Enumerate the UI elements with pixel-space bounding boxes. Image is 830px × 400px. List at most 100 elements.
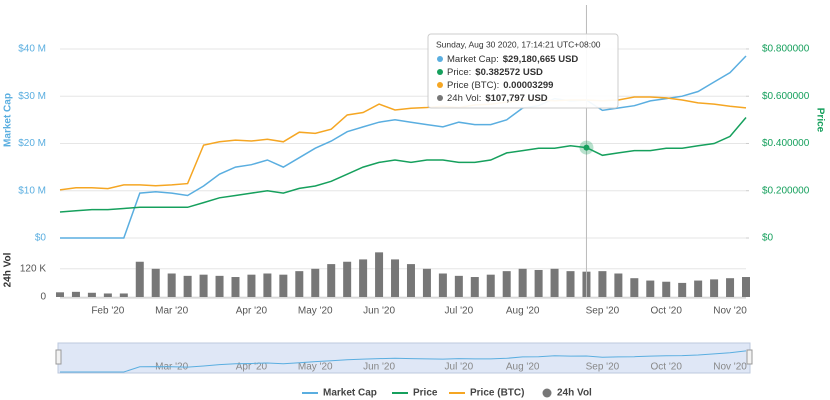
- volume-bar: [56, 292, 64, 297]
- volume-bar: [359, 259, 368, 297]
- volume-bar: [694, 280, 703, 297]
- volume-bar: [135, 261, 144, 297]
- volume-bar: [726, 278, 735, 297]
- tooltip-label: 24h Vol: $107,797 USD: [447, 93, 548, 104]
- y-tick-label: $10 M: [18, 185, 46, 196]
- x-tick-label: Feb '20: [91, 306, 124, 317]
- x-tick-label: Nov '20: [713, 306, 747, 317]
- y-tick-label: $0: [35, 233, 47, 244]
- tooltip-item-value: $107,797 USD: [485, 93, 547, 104]
- tooltip-item-label: Market Cap:: [447, 54, 499, 65]
- x-tick-label: Jul '20: [445, 306, 474, 317]
- tooltip-label: Price: $0.382572 USD: [447, 67, 543, 78]
- tooltip: Sunday, Aug 30 2020, 17:14:21 UTC+08:00 M…: [427, 33, 619, 109]
- volume-bar: [470, 277, 479, 297]
- tooltip-item-label: 24h Vol:: [447, 93, 481, 104]
- volume-bar: [279, 274, 288, 297]
- volume-bar: [678, 282, 687, 297]
- y2-tick-label: $0.600000: [762, 91, 810, 102]
- volume-bar: [119, 293, 128, 297]
- legend-label[interactable]: Price (BTC): [470, 388, 524, 399]
- volume-bar: [598, 271, 607, 297]
- y2-tick-label: $0.200000: [762, 185, 810, 196]
- tooltip-item-label: Price:: [447, 67, 471, 78]
- tooltip-item-value: $0.382572 USD: [475, 67, 543, 78]
- tooltip-label: Market Cap: $29,180,665 USD: [447, 54, 578, 65]
- x-tick-label: Sep '20: [586, 306, 620, 317]
- tooltip-dot: [437, 82, 443, 88]
- y2-axis-title: Price: [814, 108, 825, 133]
- volume-bar: [199, 274, 208, 297]
- volume-bar: [406, 264, 415, 297]
- y2-tick-label: $0.400000: [762, 138, 810, 149]
- volume-bar: [422, 268, 431, 297]
- volume-bar: [151, 268, 160, 297]
- volume-bar: [103, 293, 112, 297]
- volume-bar: [311, 268, 320, 297]
- x-tick-label: Mar '20: [155, 306, 188, 317]
- navigator-label: Oct '20: [651, 362, 683, 373]
- volume-bar: [614, 273, 623, 297]
- volume-bar: [534, 269, 543, 297]
- tooltip-dot: [437, 95, 443, 101]
- volume-bar: [710, 279, 719, 297]
- y-axis-title: Market Cap: [3, 93, 14, 147]
- volume-bar: [630, 278, 639, 297]
- vol-tick-label: 0: [40, 292, 46, 303]
- y-tick-label: $40 M: [18, 44, 46, 55]
- legend-symbol: [542, 388, 552, 398]
- legend-label[interactable]: Price: [413, 388, 438, 399]
- volume-bar: [662, 281, 671, 297]
- series-line: [59, 96, 747, 191]
- y-tick-label: $20 M: [18, 138, 46, 149]
- volume-bar: [566, 271, 575, 297]
- volume-bar: [646, 280, 655, 297]
- volume-bar: [87, 292, 96, 297]
- navigator-label: Jul '20: [445, 362, 474, 373]
- legend: Market Cap Price Price (BTC) 24h Vol: [302, 388, 592, 399]
- navigator-line: [60, 350, 747, 373]
- volume-bar: [486, 274, 495, 297]
- volume-bar: [263, 273, 272, 297]
- tooltip-date: Sunday, Aug 30 2020, 17:14:21 UTC+08:00: [436, 39, 601, 49]
- tooltip-label: Price (BTC): 0.00003299: [447, 80, 553, 91]
- volume-bar: [391, 259, 400, 297]
- navigator-label: Apr '20: [236, 362, 268, 373]
- series-line: [59, 117, 747, 213]
- volume-bar: [518, 268, 527, 297]
- volume-bar: [215, 275, 224, 297]
- navigator-label: Aug '20: [506, 362, 540, 373]
- navigator-label: Jun '20: [363, 362, 395, 373]
- hover-point: [583, 144, 590, 151]
- volume-bar: [343, 261, 352, 297]
- tooltip-item-value: $29,180,665 USD: [503, 54, 579, 65]
- navigator-label: May '20: [298, 362, 333, 373]
- volume-bar: [438, 273, 447, 297]
- navigator-handle[interactable]: [55, 349, 62, 365]
- navigator-label: Sep '20: [586, 362, 620, 373]
- legend-label[interactable]: Market Cap: [323, 388, 377, 399]
- tooltip-dot: [437, 69, 443, 75]
- legend-label[interactable]: 24h Vol: [557, 388, 592, 399]
- x-tick-label: Jun '20: [363, 306, 395, 317]
- volume-bar: [550, 268, 559, 297]
- x-tick-label: Aug '20: [506, 306, 540, 317]
- navigator-label: Nov '20: [713, 362, 747, 373]
- vol-tick-label: 120 K: [20, 263, 46, 274]
- x-tick-label: Oct '20: [651, 306, 683, 317]
- volume-bar: [742, 277, 750, 297]
- navigator-handle[interactable]: [746, 349, 753, 365]
- y-tick-label: $30 M: [18, 91, 46, 102]
- volume-bar: [71, 291, 80, 297]
- tooltip-item-value: 0.00003299: [503, 80, 553, 91]
- x-tick-label: May '20: [298, 306, 333, 317]
- volume-bar: [502, 271, 511, 297]
- x-tick-label: Apr '20: [236, 306, 268, 317]
- volume-bar: [375, 252, 384, 297]
- volume-bar: [231, 277, 240, 297]
- tooltip-dot: [437, 56, 443, 62]
- volume-bar: [327, 264, 336, 297]
- y2-tick-label: $0: [762, 233, 774, 244]
- volume-bar: [247, 274, 256, 297]
